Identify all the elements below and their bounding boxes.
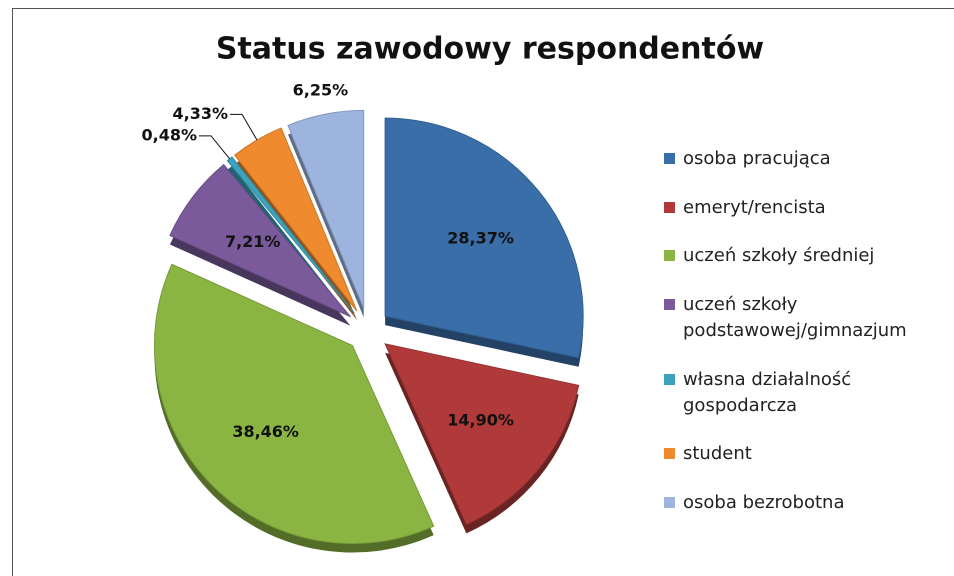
legend-item: osoba bezrobotna [664,490,926,516]
data-label: 7,21% [225,232,281,251]
data-label: 0,48% [142,125,198,144]
leader-line [199,135,231,160]
legend-label: własna działalność gospodarcza [683,368,852,416]
chart-title: Status zawodowy respondentów [216,32,764,67]
legend-item: własna działalność gospodarcza [664,367,926,419]
data-label: 38,46% [232,422,299,441]
chart-frame [12,8,954,576]
legend-label: osoba pracująca [683,148,831,169]
legend-item: osoba pracująca [664,146,926,172]
legend-item: uczeń szkoły podstawowej/gimnazjum [664,292,926,344]
legend-label: student [683,443,752,465]
legend-swatch [664,298,675,310]
slice [153,263,435,545]
legend-item: student [664,441,926,467]
slice [287,109,365,309]
legend-label: uczeń szkoły średniej [683,245,875,267]
legend-item: uczeń szkoły średniej [664,243,926,269]
slice [384,343,580,526]
legend-swatch [664,496,675,508]
legend-swatch [664,250,675,262]
legend-label: osoba bezrobotna [683,491,845,513]
data-label: 28,37% [447,229,514,248]
slice [234,127,358,312]
leader-line [230,113,258,141]
legend-swatch [664,448,675,460]
data-label: 4,33% [173,104,229,123]
legend-item: emeryt/rencista [664,195,926,221]
legend-swatch [664,373,675,385]
data-label: 6,25% [293,80,349,99]
legend-swatch [664,153,675,164]
data-label: 14,90% [447,411,514,430]
legend: osoba pracująca emeryt/rencista uczeń szko… [664,146,926,516]
slice [384,117,584,359]
slice [169,163,351,318]
legend-swatch [664,201,675,213]
legend-label: uczeń szkoły podstawowej/gimnazjum [683,293,907,341]
legend-label: emeryt/rencista [683,196,826,218]
